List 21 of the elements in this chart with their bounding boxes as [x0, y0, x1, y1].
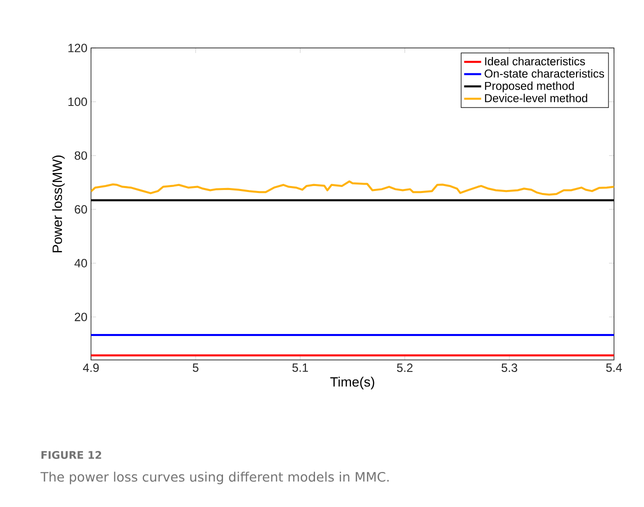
legend-label: Ideal characteristics: [485, 56, 585, 66]
legend-label: Proposed method: [485, 82, 574, 92]
x-tick-label: 5.3: [502, 364, 518, 372]
line-series: [91, 180, 614, 196]
text: FIGURE 12: [41, 451, 102, 459]
x-tick-label: 5.1: [292, 364, 308, 372]
legend-label: Device-level method: [485, 94, 588, 102]
x-tick-label: 5.4: [606, 364, 622, 372]
y-tick-label: 100: [68, 98, 88, 106]
x-tick-label: 5.2: [396, 364, 413, 372]
x-tick-label: 5: [192, 364, 198, 372]
text: The power loss curves using different models in MMC.: [40, 472, 389, 484]
x-axis-title: Time(s): [330, 376, 374, 390]
y-tick-label: 120: [68, 44, 88, 52]
x-tick-label: 4.9: [82, 364, 99, 372]
y-tick-label: 40: [74, 258, 88, 268]
y-tick-label: 60: [74, 205, 88, 214]
y-tick-label: 20: [74, 312, 88, 322]
y-tick-label: 80: [74, 151, 88, 160]
y-axis-title: Power loss(MW): [52, 156, 65, 252]
legend-label: On-state characteristics: [484, 69, 604, 78]
